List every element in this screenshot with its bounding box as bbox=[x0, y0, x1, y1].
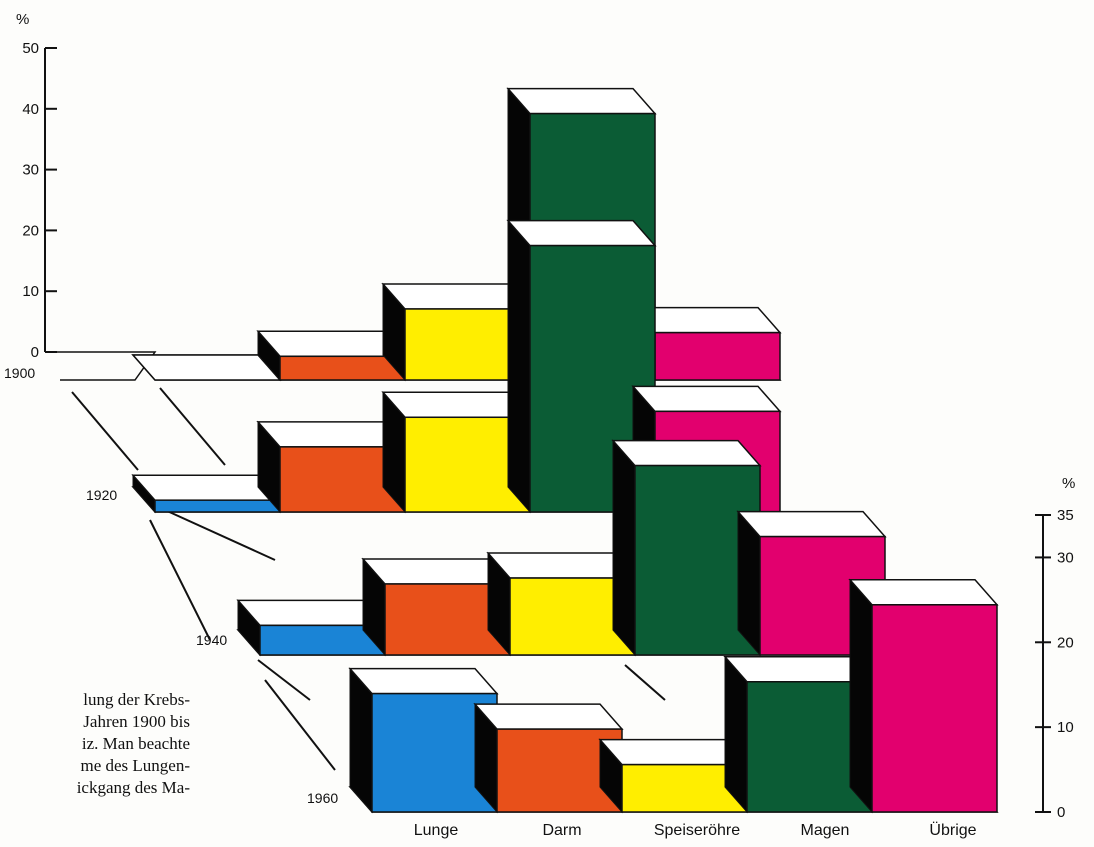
front-axis-tick-label: 30 bbox=[1057, 549, 1074, 566]
front-axis-unit: % bbox=[1062, 475, 1075, 492]
caption-line: iz. Man beachte bbox=[81, 734, 190, 753]
bar-side bbox=[849, 578, 873, 814]
back-axis-unit: % bbox=[16, 11, 29, 28]
chart-axes: 0 10 20 30 40 50% 0 10 20 30 35% 1900 1920 1940 1960 Lu… bbox=[4, 11, 1075, 839]
category-label: Lunge bbox=[414, 822, 459, 839]
row-label-1940: 1940 bbox=[196, 632, 227, 648]
back-axis-tick-label: 50 bbox=[22, 40, 39, 57]
bar-top bbox=[506, 87, 657, 115]
bar-top bbox=[736, 510, 887, 538]
bar-top bbox=[473, 703, 624, 730]
chart-bars bbox=[131, 87, 999, 814]
bar-top bbox=[506, 219, 657, 247]
floor-line bbox=[264, 679, 336, 771]
caption-line: me des Lungen- bbox=[80, 756, 190, 775]
category-label: Speiseröhre bbox=[654, 822, 740, 839]
row-label-1900: 1900 bbox=[4, 365, 35, 381]
back-axis-tick-label: 20 bbox=[22, 222, 39, 239]
row-label-1960: 1960 bbox=[307, 790, 338, 806]
floor-line bbox=[624, 664, 666, 701]
back-axis-tick-label: 0 bbox=[31, 344, 39, 361]
floor-line bbox=[257, 659, 311, 701]
bar-1900-Darm bbox=[279, 355, 406, 381]
back-axis-tick-label: 40 bbox=[22, 101, 39, 118]
bar-top bbox=[631, 385, 782, 413]
bar-top bbox=[848, 579, 999, 606]
back-axis-tick-label: 30 bbox=[22, 162, 39, 179]
front-axis-tick-label: 0 bbox=[1057, 804, 1065, 821]
floor-line bbox=[159, 387, 226, 466]
caption-line: lung der Krebs- bbox=[83, 690, 190, 709]
front-axis-tick-label: 10 bbox=[1057, 719, 1074, 736]
back-axis-tick-label: 10 bbox=[22, 283, 39, 300]
bar-top bbox=[348, 667, 499, 695]
bar-1960-Übrige bbox=[871, 604, 998, 813]
bar-top bbox=[611, 439, 762, 467]
bar-1920-Lunge bbox=[154, 499, 281, 513]
category-label: Magen bbox=[801, 822, 850, 839]
floor-line bbox=[164, 509, 276, 561]
row-label-1920: 1920 bbox=[86, 487, 117, 503]
front-axis-tick-label: 35 bbox=[1057, 507, 1074, 524]
floor-line bbox=[71, 391, 139, 471]
bar-side bbox=[507, 219, 531, 514]
caption-line: ickgang des Ma- bbox=[76, 778, 190, 797]
front-axis-tick-label: 20 bbox=[1057, 634, 1074, 651]
bar-1900-Übrige bbox=[654, 331, 781, 381]
bar-side bbox=[612, 439, 636, 657]
floor-line bbox=[149, 519, 211, 641]
bar-side bbox=[724, 655, 748, 814]
caption-line: Jahren 1900 bis bbox=[83, 712, 190, 731]
bar-top bbox=[131, 354, 282, 381]
category-label: Übrige bbox=[929, 821, 976, 839]
category-label: Darm bbox=[542, 822, 581, 839]
